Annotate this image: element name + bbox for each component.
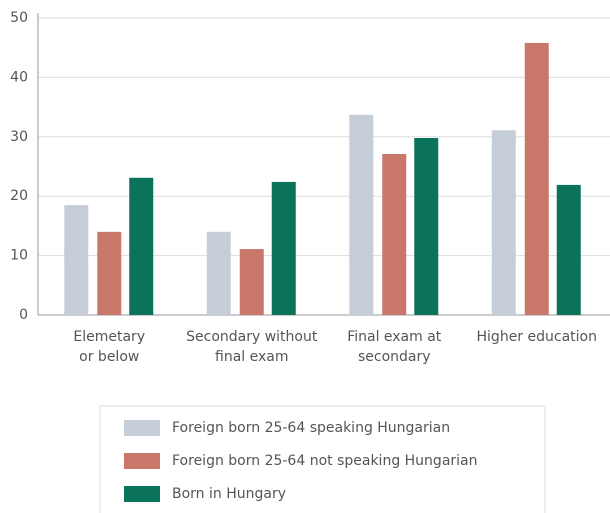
y-tick-label: 30: [10, 129, 28, 145]
bar: [414, 137, 439, 315]
bar: [271, 181, 296, 315]
legend-box: [99, 405, 546, 513]
bar: [349, 114, 374, 316]
legend-label: Foreign born 25-64 speaking Hungarian: [172, 420, 450, 436]
legend-label: Born in Hungary: [172, 486, 286, 502]
bar: [524, 42, 549, 316]
y-tick-label: 50: [10, 10, 28, 26]
bar: [206, 231, 231, 315]
x-tick-label: Final exam at secondary: [347, 329, 442, 365]
bar: [239, 249, 264, 315]
bar: [556, 184, 581, 315]
bar: [64, 205, 89, 315]
legend-label: Foreign born 25-64 not speaking Hungaria…: [172, 453, 478, 469]
bar: [382, 154, 407, 315]
legend-swatch: [124, 453, 160, 469]
y-tick-label: 0: [19, 307, 28, 323]
y-tick-label: 20: [10, 188, 28, 204]
bar: [97, 231, 122, 315]
bar: [491, 130, 516, 315]
x-tick-label: Secondary without final exam: [186, 329, 318, 365]
y-tick-label: 40: [10, 69, 28, 85]
y-tick-label: 10: [10, 248, 28, 264]
x-tick-label: Higher education: [477, 329, 597, 345]
legend-swatch: [124, 420, 160, 436]
legend-swatch: [124, 486, 160, 502]
x-tick-label: Elemetary or below: [73, 329, 145, 365]
bar: [129, 177, 154, 315]
